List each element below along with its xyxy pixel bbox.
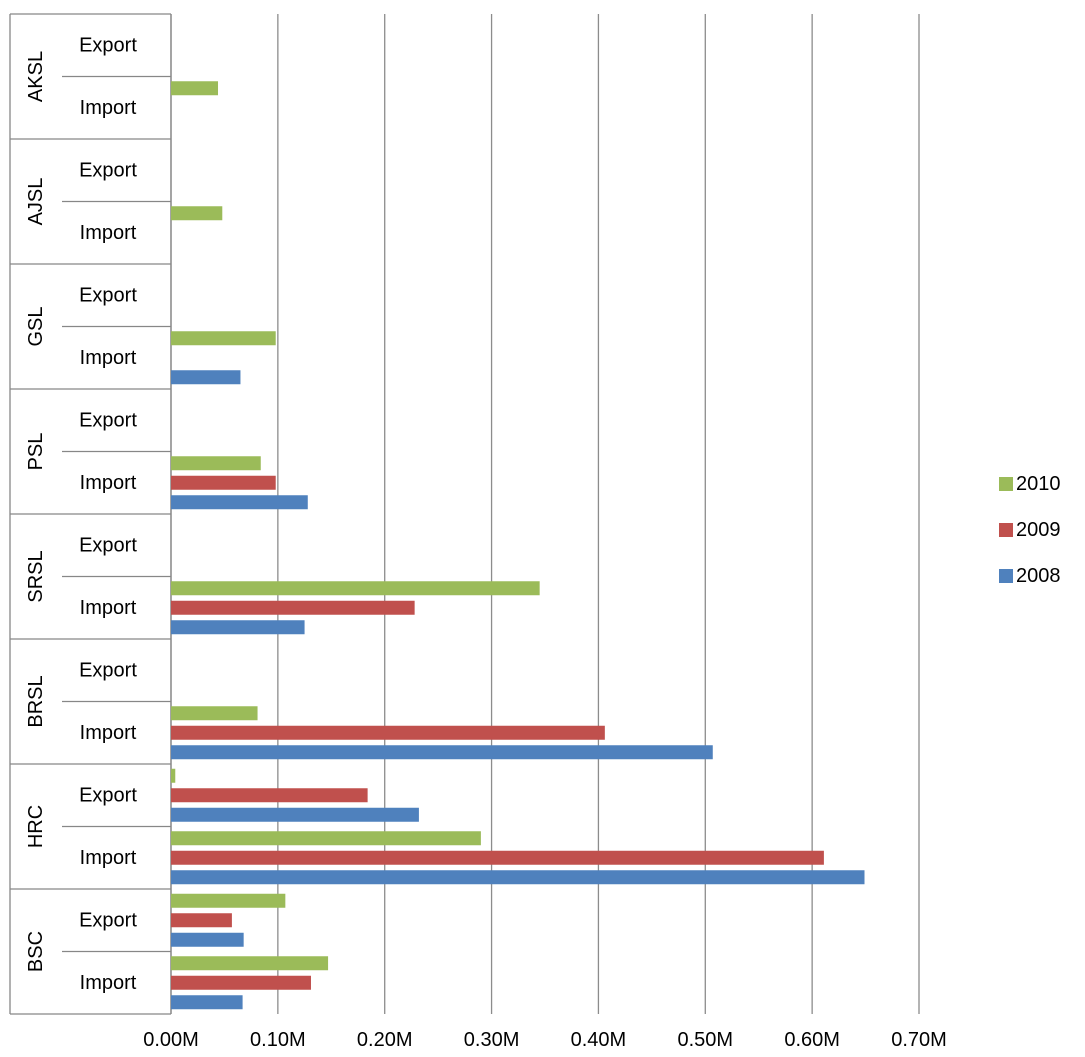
subcategory-label: Import bbox=[80, 347, 137, 369]
subcategory-label: Import bbox=[80, 847, 137, 869]
legend[interactable]: 2010 2009 2008 bbox=[999, 473, 1061, 587]
bar-2009-BSC-import bbox=[171, 975, 311, 990]
bar-2010-PSL-import bbox=[171, 456, 261, 471]
x-tick-label: 0.30M bbox=[464, 1029, 520, 1051]
bar-2008-HRC-export bbox=[171, 807, 419, 822]
legend-swatch-2010 bbox=[999, 477, 1013, 491]
bar-2008-BSC-export bbox=[171, 932, 244, 947]
subcategory-label: Export bbox=[79, 409, 137, 431]
x-tick-label: 0.10M bbox=[250, 1029, 306, 1051]
bar-2010-GSL-import bbox=[171, 331, 276, 346]
x-tick-label: 0.20M bbox=[357, 1029, 413, 1051]
bar-2008-BSC-import bbox=[171, 995, 243, 1010]
bar-2008-GSL-import bbox=[171, 370, 241, 385]
bar-2010-AKSL-import bbox=[171, 81, 219, 96]
x-tick-label: 0.40M bbox=[571, 1029, 627, 1051]
bar-2010-HRC-import bbox=[171, 831, 481, 846]
subcategory-label: Export bbox=[79, 159, 137, 181]
bar-2009-BSC-export bbox=[171, 913, 232, 928]
group-label: AJSL bbox=[25, 178, 47, 226]
x-axis-ticks: 0.00M 0.10M 0.20M 0.30M 0.40M 0.50M 0.60M 0.70M bbox=[143, 1029, 947, 1051]
bar-2008-HRC-import bbox=[171, 870, 865, 885]
bar-2010-BSC-import bbox=[171, 956, 329, 971]
gridlines bbox=[170, 14, 920, 1014]
bar-2008-PSL-import bbox=[171, 495, 308, 510]
group-label: BSC bbox=[25, 931, 47, 972]
subcategory-label: Import bbox=[80, 97, 137, 119]
subcategory-label: Export bbox=[79, 784, 137, 806]
subcategory-label: Import bbox=[80, 472, 137, 494]
bar-2010-HRC-export bbox=[171, 768, 176, 783]
subcategory-label: Export bbox=[79, 909, 137, 931]
bars bbox=[171, 81, 865, 1010]
bar-2008-BRSL-import bbox=[171, 745, 713, 760]
group-label: SRSL bbox=[25, 550, 47, 602]
subcategory-label: Export bbox=[79, 34, 137, 56]
group-label: HRC bbox=[25, 805, 47, 848]
bar-2009-HRC-import bbox=[171, 850, 824, 865]
subcategory-label: Export bbox=[79, 659, 137, 681]
subcategory-label: Import bbox=[80, 222, 137, 244]
bar-2010-AJSL-import bbox=[171, 206, 223, 221]
bar-2010-BRSL-import bbox=[171, 706, 258, 721]
bar-2009-BRSL-import bbox=[171, 725, 605, 740]
legend-swatch-2009 bbox=[999, 523, 1013, 537]
bar-2010-BSC-export bbox=[171, 893, 286, 908]
subcategory-label: Import bbox=[80, 722, 137, 744]
x-tick-label: 0.70M bbox=[891, 1029, 947, 1051]
legend-label-2010: 2010 bbox=[1016, 473, 1061, 495]
legend-swatch-2008 bbox=[999, 569, 1013, 583]
bar-2009-HRC-export bbox=[171, 788, 368, 803]
legend-label-2008: 2008 bbox=[1016, 565, 1061, 587]
category-axis: AKSL Export Import AJSL Export Import GSL Expor… bbox=[9, 13, 172, 1015]
x-tick-label: 0.50M bbox=[677, 1029, 733, 1051]
group-label: GSL bbox=[25, 306, 47, 346]
subcategory-label: Import bbox=[80, 972, 137, 994]
bar-2009-SRSL-import bbox=[171, 600, 415, 615]
legend-label-2009: 2009 bbox=[1016, 519, 1061, 541]
subcategory-label: Export bbox=[79, 284, 137, 306]
subcategory-label: Export bbox=[79, 534, 137, 556]
group-label: AKSL bbox=[25, 51, 47, 102]
bar-2010-SRSL-import bbox=[171, 581, 540, 596]
subcategory-label: Import bbox=[80, 597, 137, 619]
x-tick-label: 0.00M bbox=[143, 1029, 199, 1051]
bar-2008-SRSL-import bbox=[171, 620, 305, 635]
group-label: BRSL bbox=[25, 675, 47, 727]
x-tick-label: 0.60M bbox=[784, 1029, 840, 1051]
bar-2009-PSL-import bbox=[171, 475, 276, 490]
group-label: PSL bbox=[25, 433, 47, 471]
